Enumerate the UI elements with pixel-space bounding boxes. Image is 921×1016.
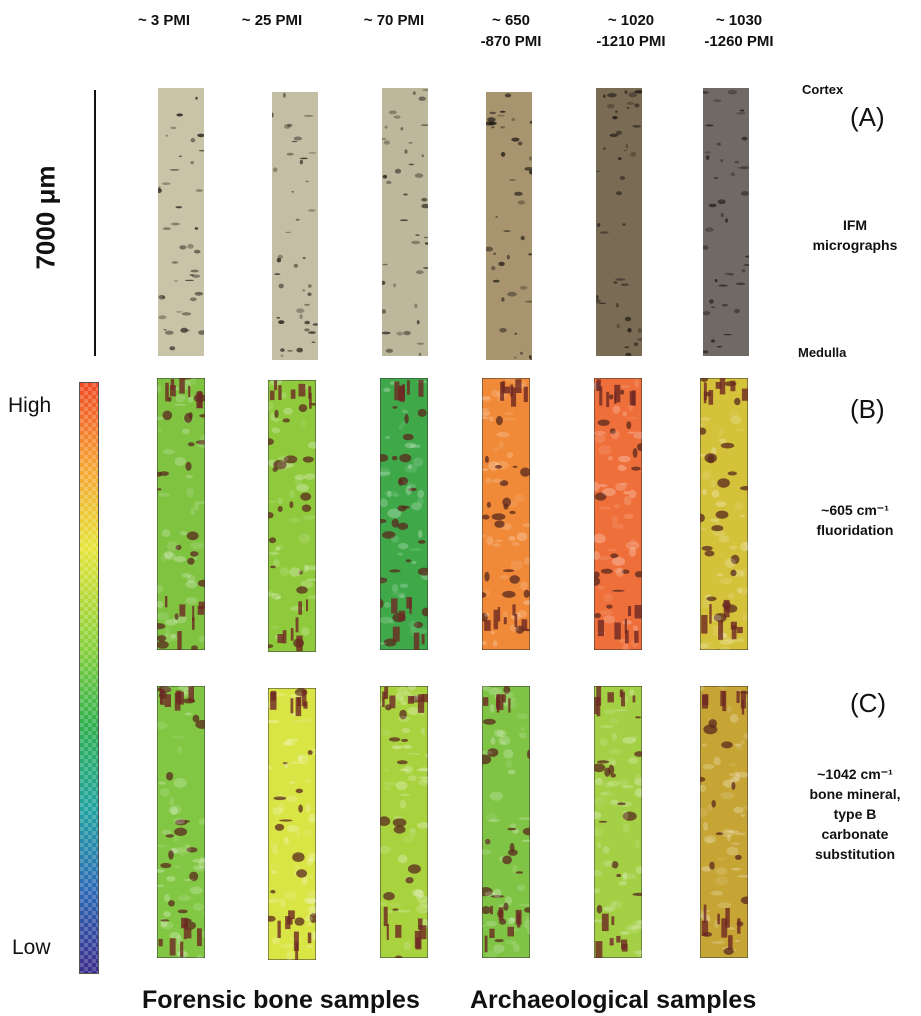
fluoridation-map-3-pmi (157, 378, 205, 650)
archaeological-group-label: Archaeological samples (470, 986, 757, 1014)
forensic-group-label: Forensic bone samples (142, 986, 420, 1014)
micrograph-strip-70-pmi (382, 88, 428, 356)
fluoridation-map-650-870-pmi (482, 378, 530, 650)
panel-description-c: ~1042 cm⁻¹ bone mineral, type B carbonat… (809, 766, 901, 862)
colorbar-low-label: Low (12, 936, 51, 959)
bone-mineral-map-25-pmi (268, 688, 316, 960)
column-header-1030-1260-pmi: ~ 1030 -1260 PMI (704, 12, 774, 50)
fluoridation-map-25-pmi (268, 380, 316, 652)
panel-letter-b: (B) (850, 394, 885, 424)
column-header-1020-1210-pmi: ~ 1020 -1210 PMI (596, 12, 666, 50)
panel-letter-c: (C) (850, 688, 887, 718)
micrograph-strip-25-pmi (272, 92, 318, 360)
bone-mineral-map-3-pmi (157, 686, 205, 958)
cortex-label: Cortex (802, 82, 844, 97)
panel-letter-a: (A) (850, 102, 885, 132)
bone-mineral-map-1020-1210-pmi (594, 686, 642, 958)
column-header-650-870-pmi: ~ 650 -870 PMI (480, 12, 542, 50)
column-header-70-pmi: ~ 70 PMI (363, 12, 425, 29)
intensity-colorbar (79, 382, 99, 974)
medulla-label: Medulla (798, 345, 847, 360)
column-header-25-pmi: ~ 25 PMI (241, 12, 303, 29)
colorbar-high-label: High (8, 394, 52, 417)
fluoridation-map-70-pmi (380, 378, 428, 650)
bone-mineral-map-650-870-pmi (482, 686, 530, 958)
column-header-3-pmi: ~ 3 PMI (137, 12, 191, 29)
micrograph-strip-1020-1210-pmi (596, 88, 642, 356)
micrograph-strip-3-pmi (158, 88, 204, 356)
fluoridation-map-1020-1210-pmi (594, 378, 642, 650)
bone-mineral-map-1030-1260-pmi (700, 686, 748, 958)
fluoridation-map-1030-1260-pmi (700, 378, 748, 650)
panel-description-a: IFM micrographs (812, 217, 898, 253)
panel-description-b: ~605 cm⁻¹ fluoridation (816, 502, 894, 538)
micrograph-strip-1030-1260-pmi (703, 88, 749, 356)
scale-bar-label: 7000 μm (30, 165, 61, 270)
scale-bar (94, 90, 96, 356)
bone-mineral-map-70-pmi (380, 686, 428, 958)
micrograph-strip-650-870-pmi (486, 92, 532, 360)
